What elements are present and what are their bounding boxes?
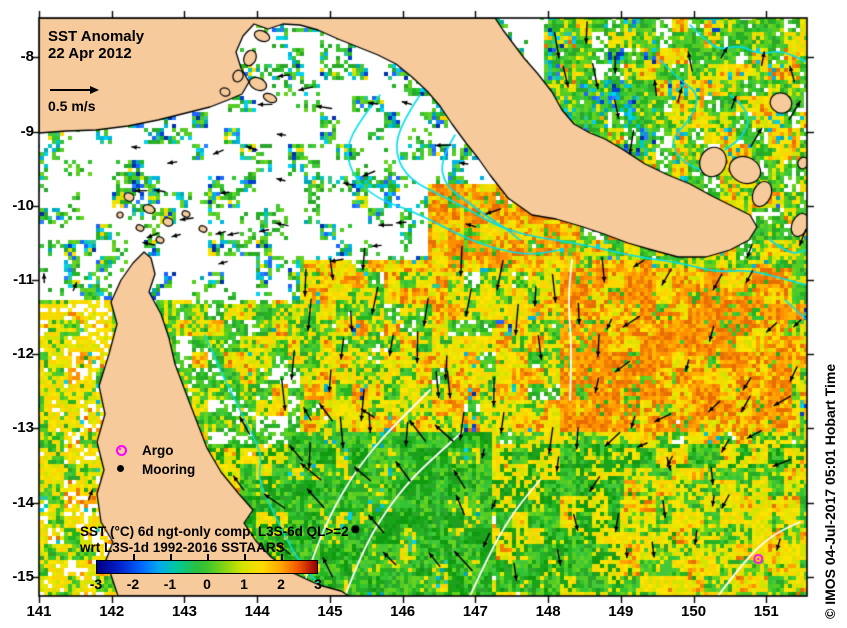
sst-anomaly-map-figure: SST Anomaly 22 Apr 2012 0.5 m/s Argo Moo… xyxy=(0,0,847,628)
map-canvas xyxy=(0,0,847,628)
